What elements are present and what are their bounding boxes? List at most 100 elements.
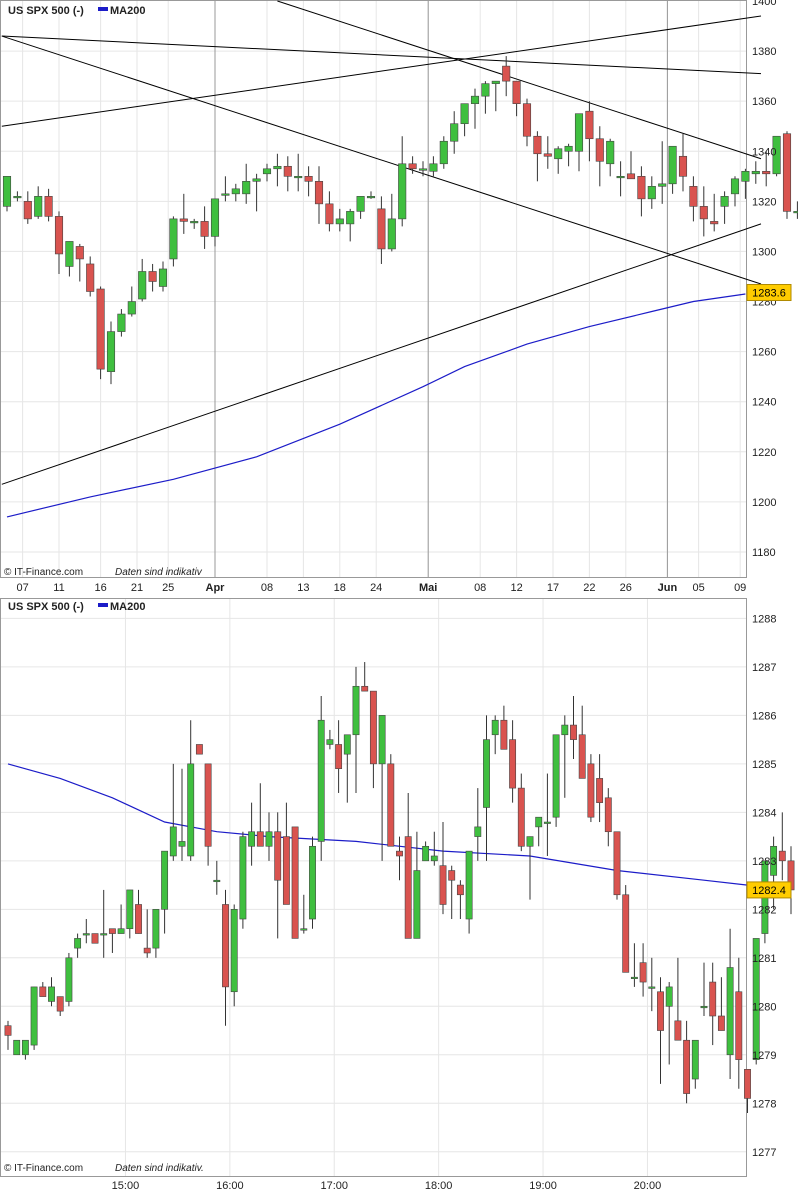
intraday-symbol-label: US SPX 500 (-) — [8, 601, 84, 613]
intraday-candle-body — [48, 986, 55, 1002]
intraday-candle-body — [717, 1015, 725, 1031]
daily-candle — [242, 163, 251, 204]
daily-candle-body — [418, 168, 428, 171]
intraday-candle-body — [326, 739, 334, 745]
intraday-candle-body — [543, 821, 551, 824]
daily-candle-body — [200, 221, 209, 237]
intraday-ma-legend-swatch — [98, 603, 108, 607]
daily-candle — [106, 321, 116, 385]
intraday-candle-body — [291, 826, 299, 939]
intraday-candle-body — [282, 836, 290, 905]
daily-candle-body — [595, 138, 604, 162]
intraday-chart: 1288 1287 1286 1285 1284 1283 1282 1281 1280 1279… — [0, 598, 795, 1192]
daily-trendlines — [1, 0, 762, 485]
daily-candle — [346, 208, 355, 242]
daily-candle — [564, 143, 573, 167]
daily-x-tick-label: 17 — [547, 582, 559, 594]
intraday-candle — [48, 977, 55, 1007]
intraday-candle-body — [248, 831, 256, 847]
intraday-x-tick-label: 18:00 — [425, 1180, 453, 1192]
daily-candle-body — [533, 135, 542, 155]
intraday-candle — [465, 850, 473, 934]
daily-x-tick-label: 12 — [510, 582, 522, 594]
daily-candle — [533, 131, 542, 182]
intraday-candle — [700, 962, 708, 1016]
daily-candle-body — [793, 211, 798, 214]
daily-candle — [543, 136, 552, 169]
daily-x-tick-label: 09 — [734, 582, 746, 594]
daily-candle-body — [730, 178, 740, 195]
intraday-candle-body — [430, 855, 438, 862]
daily-candle — [127, 286, 136, 317]
intraday-candle-body — [239, 836, 247, 920]
daily-candle — [314, 166, 324, 224]
daily-last-value-text: 1283.6 — [752, 288, 786, 300]
intraday-candle — [744, 1069, 751, 1113]
intraday-candle — [13, 1039, 21, 1056]
daily-candle-body — [439, 140, 448, 165]
daily-candle — [710, 193, 719, 232]
intraday-candle-body — [4, 1025, 12, 1036]
intraday-y-tick-label: 1280 — [752, 1001, 776, 1013]
daily-candle — [730, 176, 740, 207]
intraday-candle-body — [500, 719, 508, 750]
intraday-candle-body — [700, 1005, 708, 1009]
intraday-source-credit: © IT-Finance.com — [4, 1163, 83, 1174]
intraday-candle-body — [135, 904, 142, 934]
intraday-candle-body — [378, 715, 386, 765]
daily-candle-body — [606, 140, 615, 165]
intraday-y-tick-label: 1284 — [752, 807, 776, 819]
intraday-candle — [683, 1020, 691, 1104]
intraday-x-tick-label: 20:00 — [634, 1180, 662, 1192]
intraday-candle-body — [39, 986, 47, 997]
intraday-y-tick-label: 1288 — [752, 613, 776, 625]
intraday-candle — [691, 1039, 699, 1089]
intraday-x-tick-label: 19:00 — [529, 1180, 557, 1192]
daily-y-tick-label: 1380 — [752, 46, 776, 58]
intraday-candle-body — [396, 850, 403, 857]
daily-y-tick-label: 1340 — [752, 146, 776, 158]
daily-indicative-note: Daten sind indikativ — [115, 567, 203, 578]
intraday-candle — [535, 816, 543, 847]
daily-candle-body — [96, 288, 105, 370]
intraday-candle-body — [587, 763, 595, 818]
intraday-candle-body — [630, 976, 638, 980]
intraday-candle-body — [535, 816, 543, 828]
daily-candle — [294, 153, 303, 192]
daily-candle-body — [158, 268, 168, 287]
intraday-y-tick-label: 1286 — [752, 710, 776, 722]
daily-candle-body — [356, 196, 365, 212]
intraday-candle — [561, 715, 569, 798]
daily-candle-body — [741, 170, 750, 182]
daily-y-tick-label: 1400 — [752, 0, 776, 8]
intraday-candle-body — [517, 787, 525, 847]
intraday-candle-body — [578, 734, 586, 779]
daily-candle — [117, 309, 126, 337]
daily-candle-body — [242, 181, 251, 195]
intraday-candle-body — [665, 986, 673, 1007]
intraday-candle-body — [213, 879, 221, 883]
intraday-candle — [117, 904, 125, 934]
intraday-candle — [91, 933, 99, 944]
intraday-candle — [317, 695, 325, 861]
intraday-candle-body — [265, 831, 273, 847]
daily-candle-body — [34, 196, 43, 217]
intraday-candle-body — [317, 719, 325, 842]
intraday-candle — [230, 904, 238, 1007]
intraday-candle-body — [683, 1039, 691, 1094]
daily-symbol-label: US SPX 500 (-) — [8, 5, 84, 17]
daily-x-axis: 07 11 16 21 25 Apr 08 13 18 24 Mai 08 12 17 22 26 Jun 05 0… — [16, 582, 746, 594]
daily-candle-body — [772, 135, 781, 175]
daily-candle — [86, 256, 95, 297]
daily-candles — [2, 56, 798, 385]
daily-x-tick-label: 24 — [370, 582, 382, 594]
intraday-candle-body — [65, 957, 73, 1002]
intraday-x-tick-label: 17:00 — [320, 1180, 348, 1192]
daily-candle-body — [658, 183, 667, 187]
intraday-candle-body — [222, 904, 229, 988]
intraday-plot-frame — [0, 598, 747, 1177]
daily-x-tick-label: 13 — [297, 582, 309, 594]
daily-y-tick-label: 1180 — [752, 547, 776, 559]
intraday-candle-body — [117, 928, 125, 934]
intraday-candle — [378, 715, 386, 861]
